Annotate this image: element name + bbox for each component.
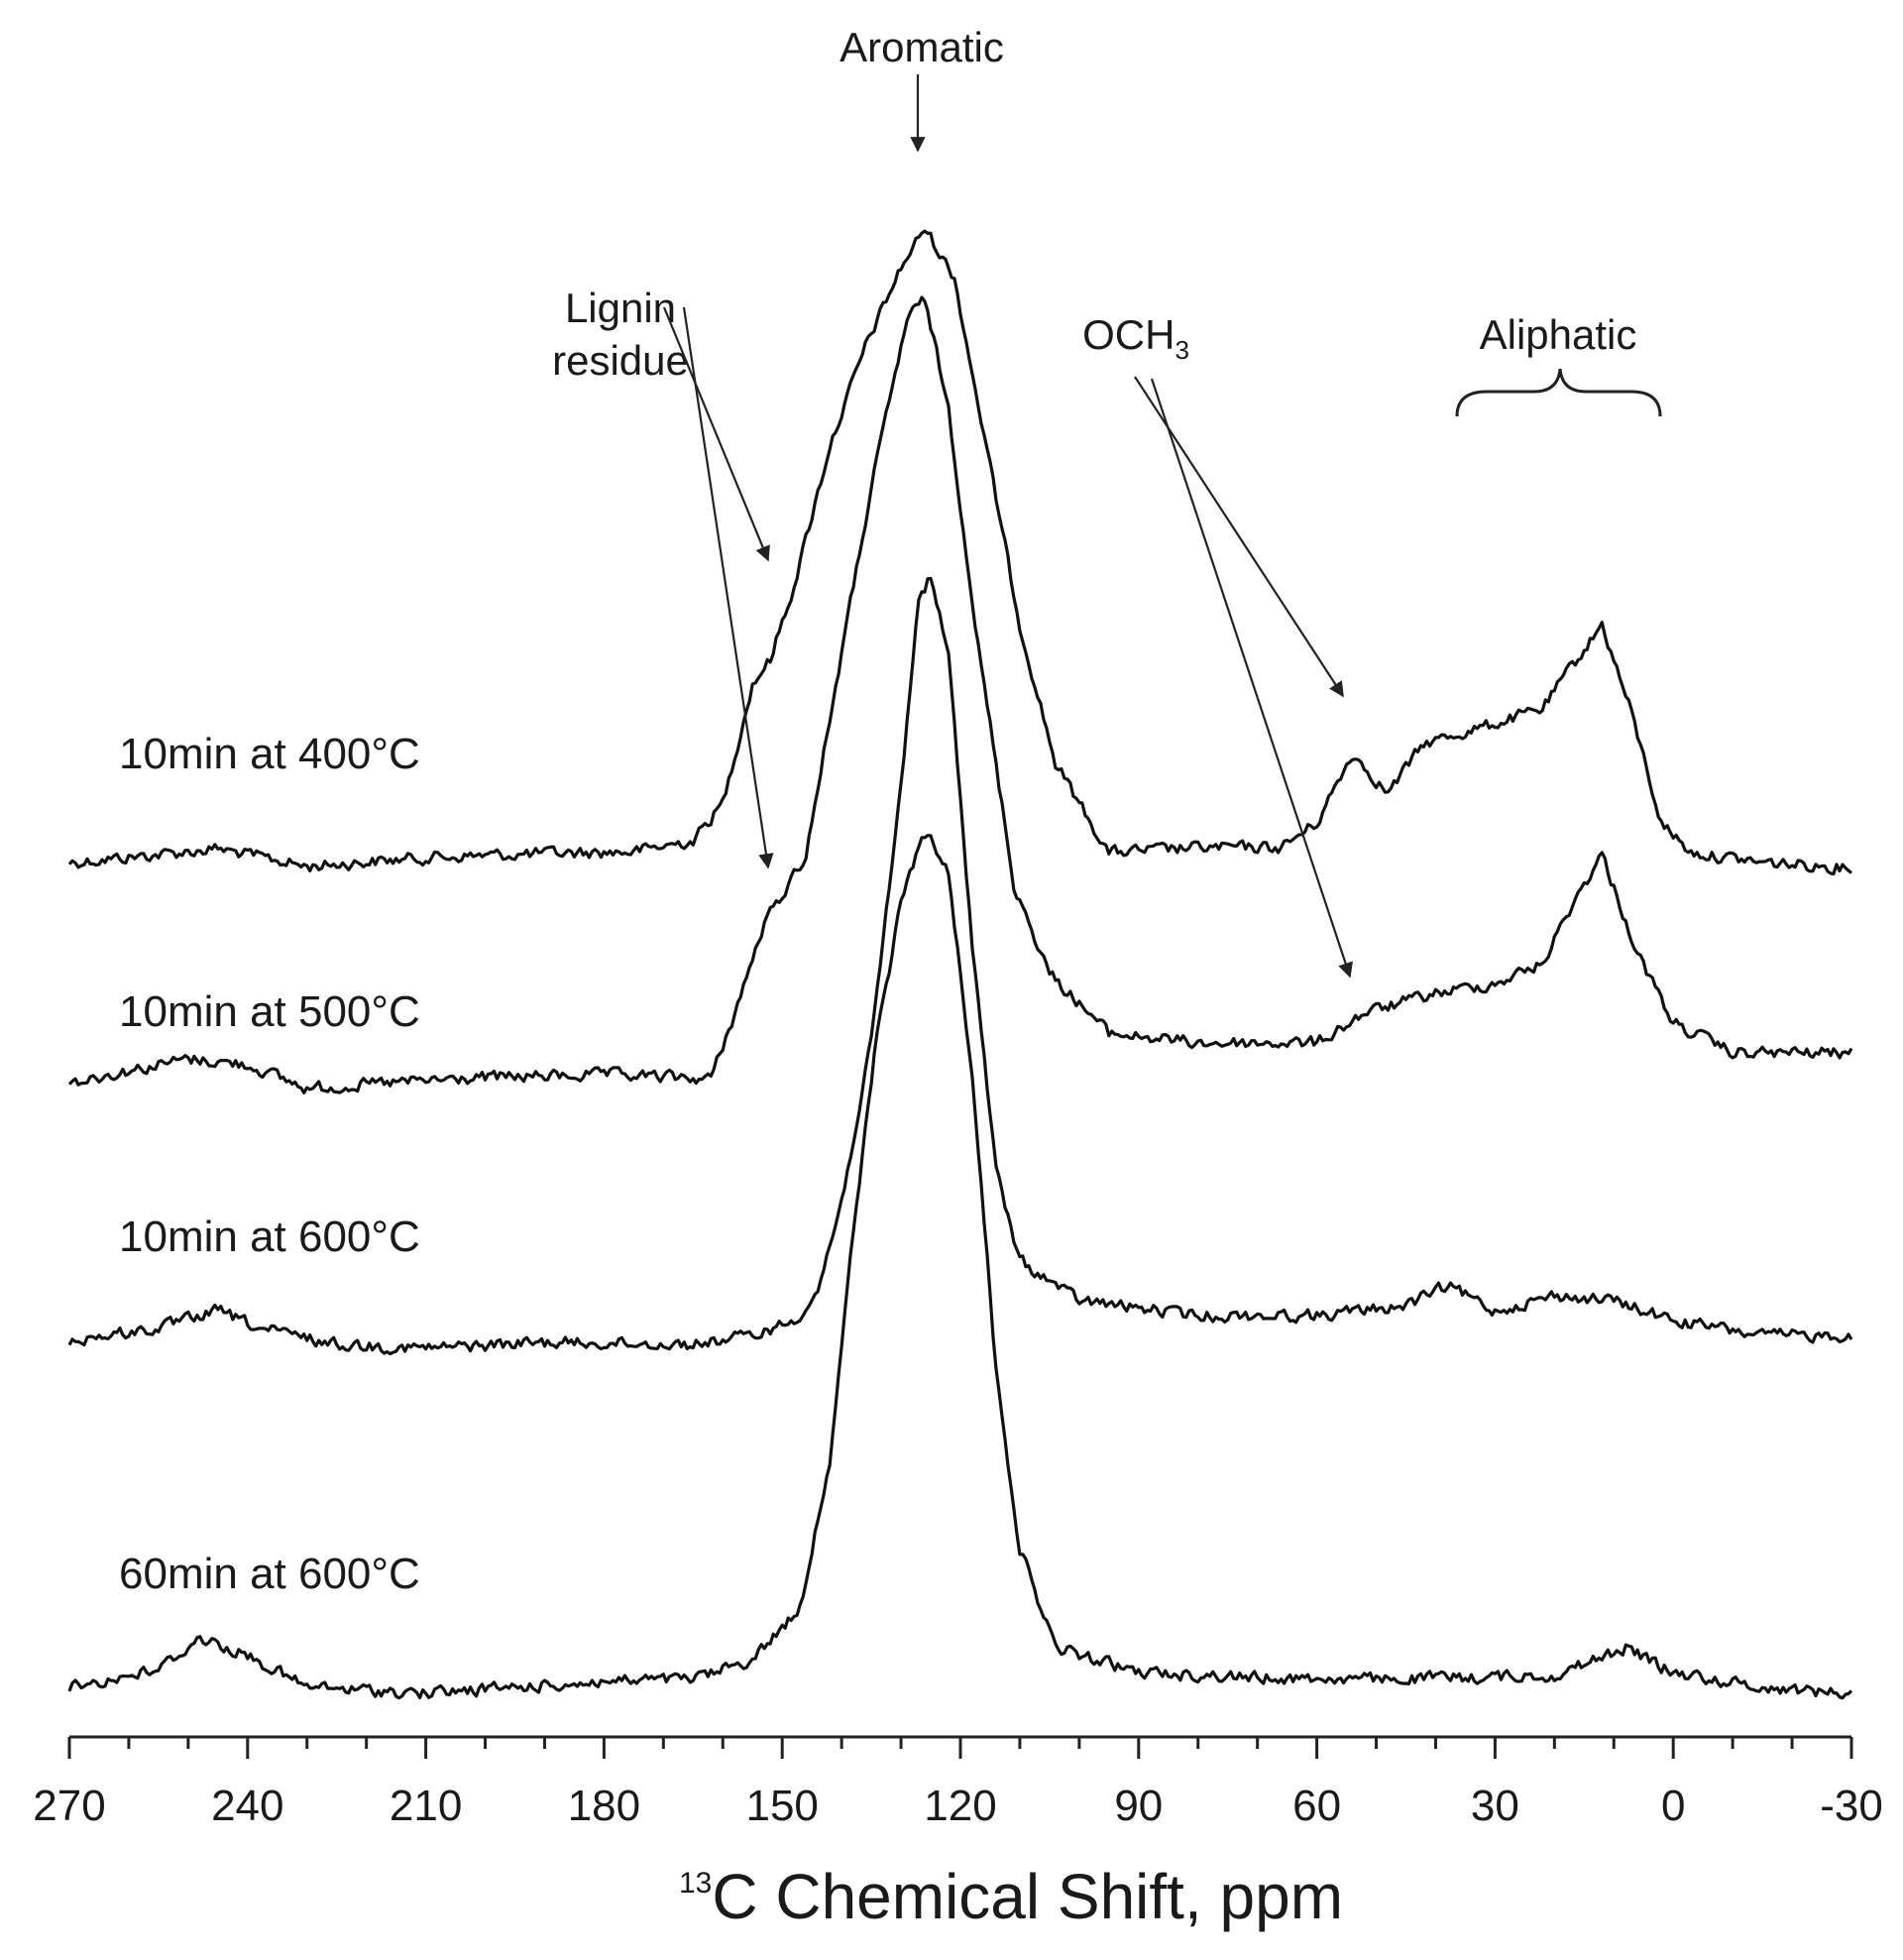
x-axis: 270 240 210 180 150 120 90 60 30 0 -30 bbox=[33, 1735, 1883, 1830]
aliphatic-brace bbox=[1455, 368, 1662, 417]
series-label: 10min at 600°C bbox=[119, 1212, 420, 1261]
x-tick-label: 90 bbox=[1114, 1782, 1163, 1830]
annotation-lignin: Lignin bbox=[565, 285, 676, 331]
x-tick-label: 0 bbox=[1661, 1782, 1685, 1830]
series-label: 60min at 600°C bbox=[119, 1550, 420, 1598]
series-line bbox=[67, 229, 1852, 875]
x-tick-label: 60 bbox=[1292, 1782, 1341, 1830]
x-axis-title: 13C Chemical Shift, ppm bbox=[679, 1861, 1343, 1932]
arrow-lignin-400 bbox=[662, 306, 770, 562]
series-line bbox=[67, 576, 1853, 1356]
x-tick-label: -30 bbox=[1820, 1782, 1883, 1830]
x-tick-label: 30 bbox=[1471, 1782, 1519, 1830]
annotation-aromatic: Aromatic bbox=[840, 24, 1004, 70]
annotation-residue: residue bbox=[552, 337, 689, 384]
annotation-aliphatic: Aliphatic bbox=[1480, 311, 1637, 358]
series-line bbox=[67, 295, 1853, 1095]
arrow-och3-500 bbox=[1150, 378, 1353, 979]
x-tick-label: 240 bbox=[211, 1782, 283, 1830]
series-label: 10min at 500°C bbox=[119, 987, 420, 1036]
x-tick-label: 180 bbox=[568, 1782, 640, 1830]
x-tick-label: 270 bbox=[33, 1782, 105, 1830]
x-tick-label: 150 bbox=[745, 1782, 818, 1830]
series-label: 10min at 400°C bbox=[119, 730, 420, 778]
series-line bbox=[67, 834, 1853, 1700]
series-group: 10min at 400°C 10min at 500°C 10min at 600… bbox=[67, 229, 1853, 1700]
x-tick-label: 120 bbox=[924, 1782, 996, 1830]
arrow-lignin-500 bbox=[682, 306, 774, 869]
annotation-och3: OCH3 bbox=[1082, 311, 1189, 365]
x-tick-label: 210 bbox=[390, 1782, 462, 1830]
annotations: Aromatic Lignin residue OCH3 Aliphatic bbox=[552, 24, 1662, 979]
